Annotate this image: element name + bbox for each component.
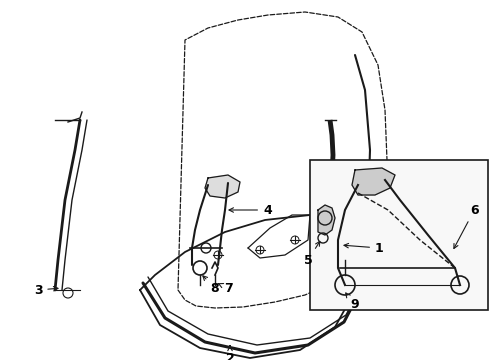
Polygon shape: [205, 175, 240, 198]
Text: 7: 7: [218, 282, 232, 294]
Text: 2: 2: [225, 346, 234, 360]
Polygon shape: [352, 168, 395, 195]
Text: 6: 6: [454, 203, 479, 248]
Text: 4: 4: [229, 203, 272, 216]
Text: 8: 8: [203, 276, 220, 294]
Text: 9: 9: [346, 293, 359, 311]
Bar: [310, 160, 488, 310]
Text: 1: 1: [344, 242, 384, 255]
Polygon shape: [318, 205, 335, 235]
Text: 3: 3: [34, 284, 58, 297]
Text: 5: 5: [304, 242, 320, 266]
